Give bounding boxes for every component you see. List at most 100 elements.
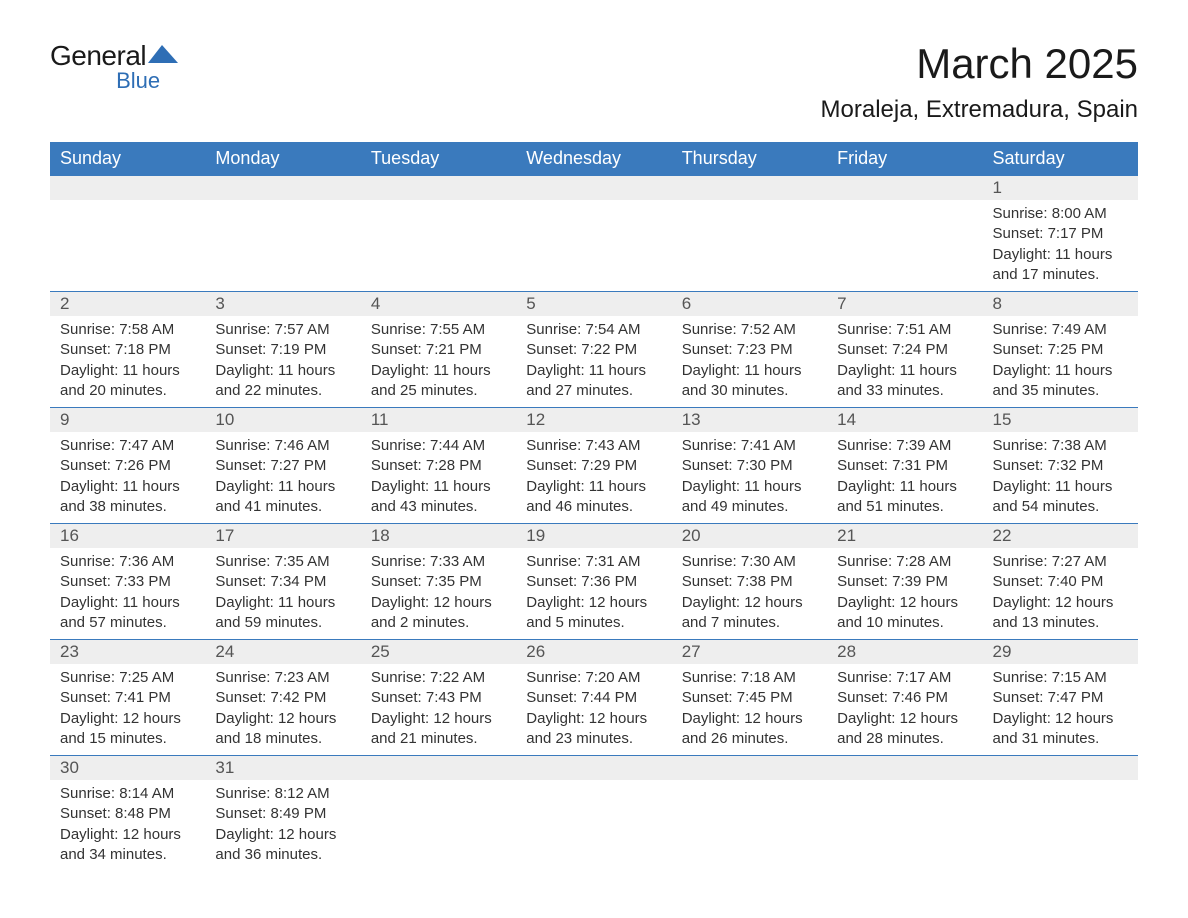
sunset-line: Sunset: 7:44 PM — [526, 688, 661, 708]
sunset-line: Sunset: 7:35 PM — [371, 572, 506, 592]
sunset-line: Sunset: 7:45 PM — [682, 688, 817, 708]
sunset-line: Sunset: 7:36 PM — [526, 572, 661, 592]
sunset-line: Sunset: 7:27 PM — [215, 456, 350, 476]
daylight-line: Daylight: 12 hours and 7 minutes. — [682, 593, 817, 634]
day-detail-cell: Sunrise: 7:28 AMSunset: 7:39 PMDaylight:… — [827, 548, 982, 640]
day-detail-cell: Sunrise: 7:44 AMSunset: 7:28 PMDaylight:… — [361, 432, 516, 524]
detail-row: Sunrise: 8:14 AMSunset: 8:48 PMDaylight:… — [50, 780, 1138, 871]
day-detail-cell: Sunrise: 7:54 AMSunset: 7:22 PMDaylight:… — [516, 316, 671, 408]
daylight-line: Daylight: 12 hours and 5 minutes. — [526, 593, 661, 634]
detail-row: Sunrise: 8:00 AMSunset: 7:17 PMDaylight:… — [50, 200, 1138, 292]
day-detail-cell: Sunrise: 7:51 AMSunset: 7:24 PMDaylight:… — [827, 316, 982, 408]
daylight-line: Daylight: 12 hours and 2 minutes. — [371, 593, 506, 634]
day-number-cell: 4 — [361, 292, 516, 317]
daylight-line: Daylight: 12 hours and 31 minutes. — [993, 709, 1128, 750]
sunrise-line: Sunrise: 7:23 AM — [215, 668, 350, 688]
sunset-line: Sunset: 7:18 PM — [60, 340, 195, 360]
day-number-cell: 27 — [672, 640, 827, 665]
detail-row: Sunrise: 7:47 AMSunset: 7:26 PM Daylight:… — [50, 432, 1138, 524]
day-number-cell — [50, 176, 205, 201]
daylight-line: Daylight: 12 hours and 15 minutes. — [60, 709, 195, 750]
day-detail-cell: Sunrise: 8:00 AMSunset: 7:17 PMDaylight:… — [983, 200, 1138, 292]
sunset-line: Sunset: 7:25 PM — [993, 340, 1128, 360]
daylight-line: Daylight: 11 hours and 20 minutes. — [60, 361, 195, 402]
brand-line2: Blue — [50, 68, 178, 94]
sunrise-line: Sunrise: 8:14 AM — [60, 784, 195, 804]
day-detail-cell: Sunrise: 7:15 AMSunset: 7:47 PMDaylight:… — [983, 664, 1138, 756]
day-number-cell — [672, 176, 827, 201]
day-header: Wednesday — [516, 142, 671, 176]
daylight-line: Daylight: 11 hours and 17 minutes. — [993, 245, 1128, 286]
daylight-line: Daylight: 11 hours and 25 minutes. — [371, 361, 506, 402]
day-number-cell: 23 — [50, 640, 205, 665]
sunset-line: Sunset: 7:23 PM — [682, 340, 817, 360]
sunrise-line: Sunrise: 7:55 AM — [371, 320, 506, 340]
sunrise-line: Sunrise: 7:51 AM — [837, 320, 972, 340]
daylight-line: Daylight: 11 hours and 22 minutes. — [215, 361, 350, 402]
day-number-cell: 6 — [672, 292, 827, 317]
sunrise-line: Sunrise: 7:52 AM — [682, 320, 817, 340]
daylight-line: Daylight: 12 hours and 34 minutes. — [60, 825, 195, 866]
day-detail-cell — [205, 200, 360, 292]
sunset-line: Sunset: 7:38 PM — [682, 572, 817, 592]
day-number-cell: 10 — [205, 408, 360, 433]
daynum-row: 23242526272829 — [50, 640, 1138, 665]
detail-row: Sunrise: 7:58 AMSunset: 7:18 PMDaylight:… — [50, 316, 1138, 408]
daynum-row: 3031 — [50, 756, 1138, 781]
day-detail-cell: Sunrise: 7:20 AMSunset: 7:44 PMDaylight:… — [516, 664, 671, 756]
sunset-line: Sunset: 7:46 PM — [837, 688, 972, 708]
day-number-cell — [672, 756, 827, 781]
sunrise-line: Sunrise: 7:41 AM — [682, 436, 817, 456]
sunset-line: Sunset: 7:33 PM — [60, 572, 195, 592]
sunrise-line: Sunrise: 7:33 AM — [371, 552, 506, 572]
day-number-cell: 2 — [50, 292, 205, 317]
day-detail-cell: Sunrise: 7:39 AMSunset: 7:31 PMDaylight:… — [827, 432, 982, 524]
day-detail-cell: Sunrise: 7:58 AMSunset: 7:18 PMDaylight:… — [50, 316, 205, 408]
day-detail-cell: Sunrise: 7:55 AMSunset: 7:21 PMDaylight:… — [361, 316, 516, 408]
sunset-line: Sunset: 7:31 PM — [837, 456, 972, 476]
day-detail-cell: Sunrise: 7:47 AMSunset: 7:26 PMDaylight:… — [50, 432, 205, 524]
day-number-cell: 29 — [983, 640, 1138, 665]
daynum-row: 2345678 — [50, 292, 1138, 317]
day-header: Saturday — [983, 142, 1138, 176]
daylight-line: Daylight: 11 hours and 54 minutes. — [993, 477, 1128, 518]
day-detail-cell — [827, 200, 982, 292]
logo-triangle-icon — [148, 45, 162, 63]
day-number-cell — [361, 176, 516, 201]
sunrise-line: Sunrise: 7:47 AM — [60, 436, 195, 456]
daylight-line: Daylight: 11 hours and 27 minutes. — [526, 361, 661, 402]
sunset-line: Sunset: 7:22 PM — [526, 340, 661, 360]
logo-triangle-icon — [162, 45, 178, 63]
day-number-cell: 17 — [205, 524, 360, 549]
day-header: Thursday — [672, 142, 827, 176]
day-number-cell: 24 — [205, 640, 360, 665]
daylight-line: Daylight: 12 hours and 18 minutes. — [215, 709, 350, 750]
daylight-line: Daylight: 11 hours and 59 minutes. — [215, 593, 350, 634]
daylight-line: Daylight: 11 hours and 49 minutes. — [682, 477, 817, 518]
sunset-line: Sunset: 7:40 PM — [993, 572, 1128, 592]
day-detail-cell: Sunrise: 7:43 AMSunset: 7:29 PMDaylight:… — [516, 432, 671, 524]
detail-row: Sunrise: 7:36 AMSunset: 7:33 PMDaylight:… — [50, 548, 1138, 640]
sunrise-line: Sunrise: 7:31 AM — [526, 552, 661, 572]
sunrise-line: Sunrise: 7:57 AM — [215, 320, 350, 340]
day-detail-cell — [827, 780, 982, 871]
daylight-line: Daylight: 12 hours and 28 minutes. — [837, 709, 972, 750]
day-detail-cell: Sunrise: 7:25 AMSunset: 7:41 PMDaylight:… — [50, 664, 205, 756]
day-number-cell: 26 — [516, 640, 671, 665]
day-detail-cell: Sunrise: 7:23 AMSunset: 7:42 PMDaylight:… — [205, 664, 360, 756]
day-detail-cell: Sunrise: 7:49 AMSunset: 7:25 PMDaylight:… — [983, 316, 1138, 408]
day-detail-cell — [672, 780, 827, 871]
day-detail-cell: Sunrise: 7:35 AMSunset: 7:34 PMDaylight:… — [205, 548, 360, 640]
day-detail-cell: Sunrise: 7:17 AMSunset: 7:46 PMDaylight:… — [827, 664, 982, 756]
sunrise-line: Sunrise: 7:58 AM — [60, 320, 195, 340]
sunrise-line: Sunrise: 7:28 AM — [837, 552, 972, 572]
sunset-line: Sunset: 7:39 PM — [837, 572, 972, 592]
day-detail-cell: Sunrise: 7:31 AMSunset: 7:36 PMDaylight:… — [516, 548, 671, 640]
sunrise-line: Sunrise: 8:00 AM — [993, 204, 1128, 224]
day-number-cell: 1 — [983, 176, 1138, 201]
sunrise-line: Sunrise: 8:12 AM — [215, 784, 350, 804]
sunset-line: Sunset: 7:34 PM — [215, 572, 350, 592]
day-number-cell: 25 — [361, 640, 516, 665]
sunset-line: Sunset: 7:41 PM — [60, 688, 195, 708]
sunset-line: Sunset: 7:26 PM — [60, 456, 195, 476]
